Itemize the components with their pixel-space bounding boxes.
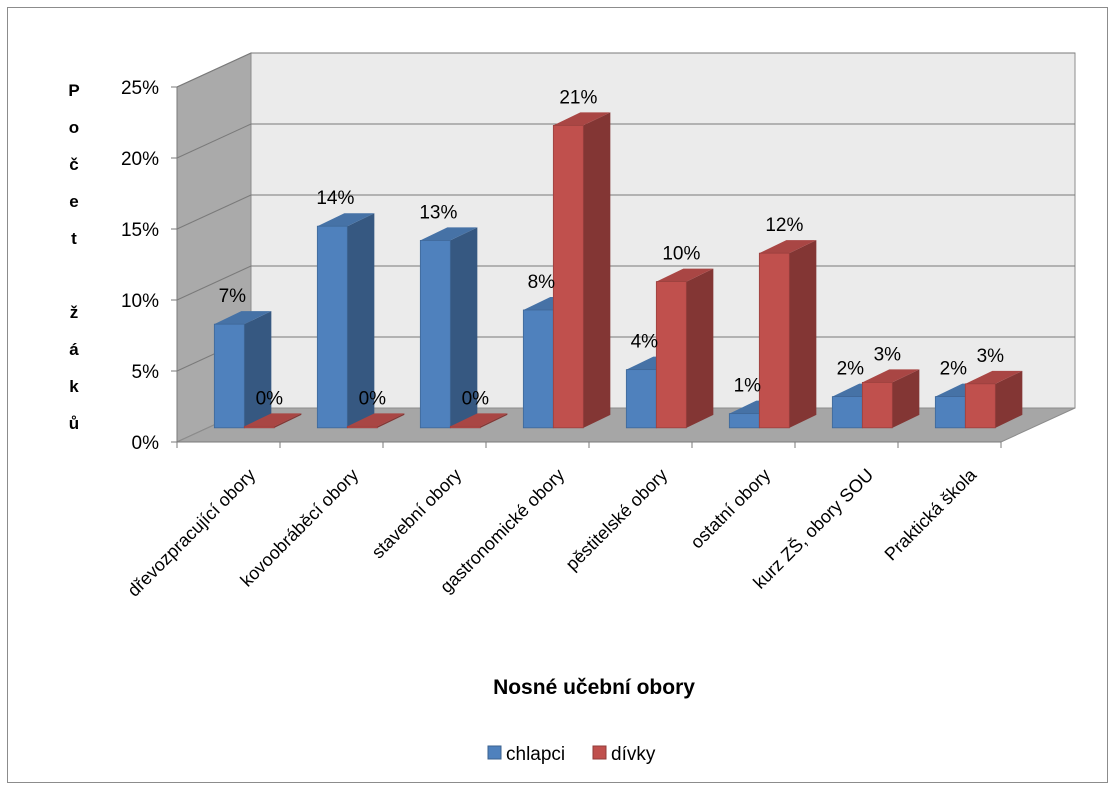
y-tick-label: 20%: [121, 149, 159, 170]
y-axis-title-letter: ž: [70, 303, 79, 322]
category-label: stavební obory: [368, 465, 466, 563]
bar: [450, 426, 480, 428]
y-tick-label: 15%: [121, 220, 159, 241]
data-label: 12%: [765, 215, 803, 236]
data-label: 1%: [734, 376, 762, 397]
category-label: ostatní obory: [687, 465, 775, 553]
bar: [347, 426, 377, 428]
legend-swatch: [488, 746, 501, 759]
category-label: kovoobráběcí obory: [236, 465, 362, 591]
data-label: 0%: [256, 388, 284, 409]
bar: [759, 253, 789, 428]
data-label: 14%: [316, 188, 354, 209]
legend-label: chlapci: [506, 744, 565, 765]
legend-label: dívky: [611, 744, 656, 765]
data-label: 3%: [874, 344, 902, 365]
x-axis-title: Nosné učební obory: [493, 676, 695, 699]
y-axis-title-letter: e: [69, 192, 78, 211]
bar: [523, 310, 553, 428]
bar: [553, 125, 583, 427]
data-label: 7%: [219, 286, 247, 307]
data-label: 2%: [837, 359, 865, 380]
bar: [244, 426, 274, 428]
bar: [214, 324, 244, 428]
data-label: 0%: [359, 388, 387, 409]
y-tick-label: 5%: [132, 362, 160, 383]
bar-side: [583, 112, 610, 427]
bar-side: [686, 269, 713, 428]
bar: [420, 240, 450, 427]
y-tick-label: 25%: [121, 78, 159, 99]
chart-frame: 0% 5% 10% 15% 20% 25% 7% 0% 14% 0% 13% 0% 8% 21% 4% 10…: [7, 7, 1108, 783]
bar: [656, 282, 686, 428]
y-axis-title-letter: k: [69, 377, 79, 396]
data-label: 13%: [419, 202, 457, 223]
data-label: 2%: [940, 359, 968, 380]
y-tick-label: 10%: [121, 291, 159, 312]
bar: [862, 382, 892, 427]
y-axis-title-letter: P: [68, 81, 79, 100]
bar-side: [789, 240, 816, 428]
bar: [729, 414, 759, 428]
bar-chart: 0% 5% 10% 15% 20% 25% 7% 0% 14% 0% 13% 0% 8% 21% 4% 10…: [8, 8, 1109, 784]
data-label: 3%: [977, 346, 1005, 367]
category-label: Praktická škola: [881, 464, 981, 564]
bar: [935, 397, 965, 428]
bar: [965, 384, 995, 428]
data-label: 4%: [631, 332, 659, 353]
data-label: 21%: [559, 87, 597, 108]
bar: [832, 397, 862, 428]
y-axis-title-letter: t: [71, 229, 77, 248]
bar-side: [244, 311, 271, 428]
category-label: pěstitelské obory: [562, 465, 672, 575]
y-axis-title-letter: á: [69, 340, 79, 359]
data-label: 10%: [662, 244, 700, 265]
data-label: 8%: [528, 272, 556, 293]
bar: [317, 226, 347, 428]
y-axis-title-letter: č: [69, 155, 78, 174]
data-label: 0%: [462, 388, 490, 409]
y-tick-label: 0%: [132, 433, 160, 454]
y-axis-title-letter: ů: [69, 414, 79, 433]
legend: chlapci dívky: [488, 744, 656, 765]
y-axis-title-letter: o: [69, 118, 79, 137]
legend-swatch: [593, 746, 606, 759]
bar: [626, 370, 656, 428]
